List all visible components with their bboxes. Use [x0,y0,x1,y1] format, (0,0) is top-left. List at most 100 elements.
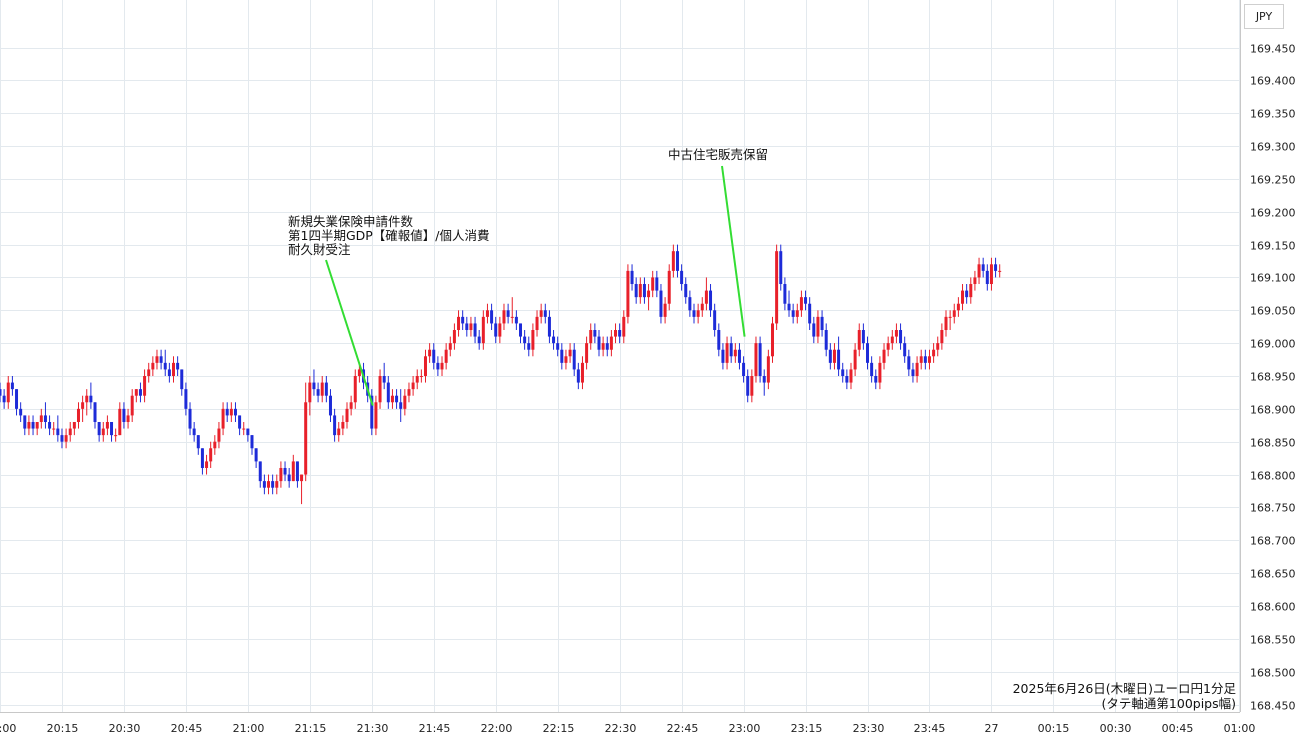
time-tick-label: 00:15 [1038,722,1070,735]
candle-body [423,356,427,376]
candle [618,323,622,344]
candle-body [114,435,118,437]
candle-body [35,421,39,429]
candle-body [622,316,626,337]
candle [531,323,535,357]
candle [576,362,580,390]
candle [353,369,357,409]
candle-body [0,389,2,396]
currency-label[interactable]: JPY [1244,4,1284,29]
candle [783,277,787,311]
candle [944,310,948,337]
time-tick-label: 22:00 [481,722,513,735]
candle [663,297,667,324]
candle [461,310,465,331]
candle [973,270,977,291]
candle-body [188,408,192,429]
candle [258,461,262,488]
candle-body [675,251,679,271]
candle-body [19,408,23,416]
candle-body [998,270,1002,272]
candle [770,316,774,363]
candle [630,264,634,291]
candle [750,369,754,403]
candle [775,244,779,331]
candle-body [680,270,684,285]
annotation-text: 耐久財受注 [288,242,351,257]
candle-body [808,303,812,324]
candle-body [448,343,452,350]
candle [659,284,663,324]
candle [593,323,597,344]
candle-body [659,290,663,317]
time-tick-label: 21:30 [357,722,389,735]
candle-body [295,461,299,482]
candle [556,336,560,357]
candle [428,343,432,363]
candle [143,369,147,403]
candle [837,336,841,376]
candle-body [134,389,138,396]
candle [101,421,105,442]
candle-body [609,336,613,350]
candle-body [589,330,593,344]
candle [85,389,89,416]
time-axis[interactable]: 20:00 20:15 20:30 20:45 21:00 21:15 21:30 21:45… [0,722,1255,735]
candle [671,244,675,278]
candle-body [828,349,832,363]
candle [68,421,72,442]
candle [399,389,403,422]
candle [300,474,304,505]
candle-body [762,376,766,383]
candle-body [655,277,659,291]
candle [923,349,927,370]
candle-body [258,461,262,482]
candle-body [866,343,870,363]
candle-body [374,402,378,429]
annotation: 中古住宅販売保留 [668,147,768,337]
candle [932,343,936,363]
candle-body [192,428,196,436]
candle-body [580,362,584,383]
candle-body [671,251,675,271]
time-tick-label: 01:00 [1224,722,1256,735]
candle-body [320,382,324,396]
candle-body [386,382,390,403]
candle-body [52,428,56,430]
candles [0,244,1002,505]
candle [213,435,217,455]
candle [126,408,130,429]
candle-body [43,415,47,422]
candle [572,343,576,376]
time-tick-label: 21:00 [233,722,265,735]
candle [907,349,911,376]
candle [903,336,907,363]
candle-body [684,284,688,298]
candle-body [956,303,960,311]
candle [725,336,729,370]
candle [60,428,64,449]
candle-body [816,316,820,337]
candle [804,290,808,311]
candle-body [39,415,43,422]
candle-body [349,402,353,409]
candle [192,421,196,442]
candle-body [312,382,316,390]
candle [452,323,456,350]
candle-body [407,389,411,396]
candle [709,284,713,317]
candle [560,343,564,370]
candle-body [85,395,89,403]
candle-body [440,362,444,370]
candle [432,343,436,370]
price-axis[interactable]: 169.450 169.400 169.350 169.300 169.250 169.2… [1250,43,1296,713]
candle [911,362,915,383]
candle-body [432,349,436,363]
candle-body [824,330,828,350]
candle [242,421,246,436]
price-tick-label: 168.850 [1250,437,1296,450]
time-tick-label: 23:30 [853,722,885,735]
candle [118,402,122,436]
